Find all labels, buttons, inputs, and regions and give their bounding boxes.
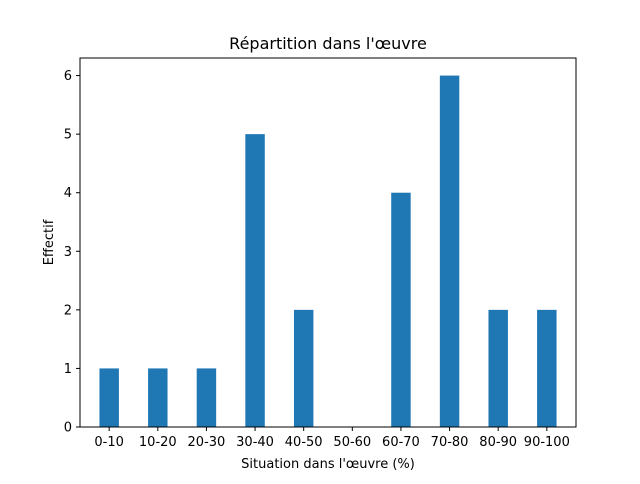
x-tick-label: 80-90 [479,435,517,450]
x-tick-label: 50-60 [333,435,371,450]
y-tick-label: 6 [64,69,72,84]
x-tick-label: 70-80 [431,435,469,450]
x-tick-label: 30-40 [236,435,274,450]
y-tick-label: 4 [64,186,72,201]
bars-group [99,75,557,428]
bar-70-80 [439,75,460,428]
bar-60-70 [391,192,411,427]
x-tick-label: 90-100 [524,435,570,450]
y-tick-label: 2 [64,303,72,318]
bar-40-50 [293,309,314,427]
y-tick-label: 1 [64,362,72,377]
y-tick-label: 0 [64,421,72,436]
chart-title: Répartition dans l'œuvre [229,34,427,53]
bar-80-90 [488,309,508,427]
bar-0-10 [99,368,119,427]
bar-20-30 [196,368,217,427]
bar-10-20 [148,368,168,427]
bar-90-100 [537,309,557,427]
bar-30-40 [245,134,265,427]
x-tick-label: 0-10 [94,435,124,450]
y-axis-label: Effectif [42,219,57,265]
y-tick-label: 5 [64,128,72,143]
x-tick-label: 20-30 [188,435,226,450]
y-axis: 0 1 2 3 4 5 6 [64,69,80,436]
y-tick-label: 3 [64,245,72,260]
x-axis: 0-10 10-20 20-30 30-40 40-50 50-60 60-70 70-80 8… [94,427,570,450]
x-axis-label: Situation dans l'œuvre (%) [241,457,415,472]
x-tick-label: 40-50 [285,435,323,450]
plot-frame [79,57,577,428]
x-tick-label: 60-70 [382,435,420,450]
x-tick-label: 10-20 [139,435,177,450]
